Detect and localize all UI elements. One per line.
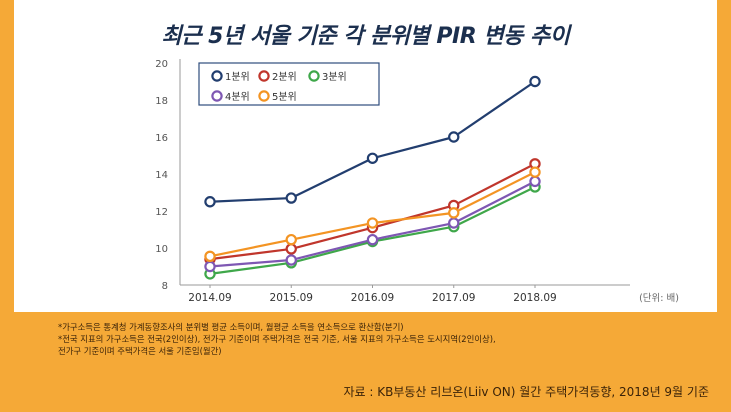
y-tick-label: 16 <box>155 133 168 144</box>
source-caption: 자료 : KB부동산 리브온(Liiv ON) 월간 주택가격동향, 2018년… <box>343 385 709 399</box>
footnote-line: *전국 지표의 가구소득은 전국(2인이상), 전가구 기준이며 주택가격은 전… <box>58 334 496 344</box>
x-tick-label: 2016.09 <box>351 292 394 304</box>
unit-label: (단위: 배) <box>639 292 679 304</box>
data-point-1분위 <box>204 196 216 208</box>
legend-label: 2분위 <box>272 70 297 83</box>
legend-label: 3분위 <box>322 70 347 83</box>
legend-marker-2분위 <box>258 70 270 82</box>
data-point-1분위 <box>285 192 297 204</box>
chart-card: 8 10 12 14 16 18 20 2014.09 2015.09 2016.09 2017.0… <box>14 0 717 312</box>
y-tick-label: 12 <box>155 207 168 218</box>
legend-marker-3분위 <box>308 70 320 82</box>
data-point-5분위 <box>529 166 541 178</box>
legend-label: 1분위 <box>225 70 250 83</box>
data-point-4분위 <box>529 175 541 188</box>
x-tick-label: 2018.09 <box>513 292 556 304</box>
data-point-5분위 <box>366 217 379 229</box>
legend-marker-4분위 <box>211 90 223 102</box>
data-point-1분위 <box>366 152 379 164</box>
data-point-5분위 <box>285 233 297 246</box>
data-point-2분위 <box>285 243 297 255</box>
footnote-line: *가구소득은 통계청 가계동향조사의 분위별 평균 소득이며, 월평균 소득을 … <box>58 322 404 332</box>
x-tick-label: 2015.09 <box>270 292 313 304</box>
legend-marker-1분위 <box>211 70 223 82</box>
legend-marker-5분위 <box>258 90 270 102</box>
data-point-5분위 <box>204 250 216 263</box>
data-point-5분위 <box>448 207 460 219</box>
legend-box <box>198 62 380 106</box>
x-tick-label: 2014.09 <box>188 292 231 304</box>
chart-title: 최근 5년 서울 기준 각 분위별 PIR 변동 추이 <box>161 24 570 49</box>
legend-label: 4분위 <box>225 90 250 103</box>
x-tick-label: 2017.09 <box>432 292 475 304</box>
data-point-4분위 <box>366 233 379 246</box>
y-tick-label: 20 <box>155 59 168 70</box>
data-point-1분위 <box>448 131 460 143</box>
footnotes: *가구소득은 통계청 가계동향조사의 분위별 평균 소득이며, 월평균 소득을 … <box>58 321 698 357</box>
footnote-line: 전가구 기준이며 주택가격은 서울 기준임(월간) <box>58 346 222 356</box>
y-tick-label: 14 <box>155 170 168 181</box>
data-point-4분위 <box>448 217 460 229</box>
data-point-4분위 <box>204 260 216 273</box>
y-tick-label: 10 <box>155 244 168 255</box>
data-point-4분위 <box>285 254 297 266</box>
pir-line-chart: 8 10 12 14 16 18 20 2014.09 2015.09 2016.09 2017.0… <box>155 59 679 304</box>
y-tick-label: 8 <box>162 281 168 292</box>
legend-label: 5분위 <box>272 90 297 103</box>
y-tick-label: 18 <box>155 96 168 107</box>
data-point-1분위 <box>529 75 541 88</box>
